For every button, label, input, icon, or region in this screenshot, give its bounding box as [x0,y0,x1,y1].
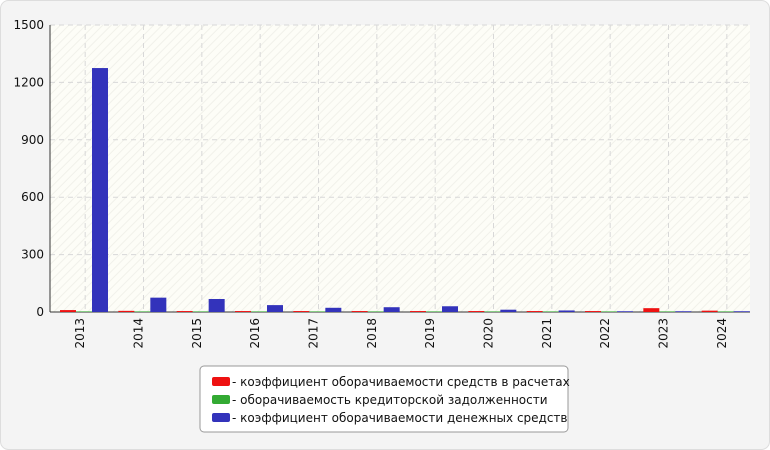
legend-swatch [212,413,230,422]
bar [701,310,718,312]
bar [585,311,601,312]
x-tick-label: 2019 [423,318,437,349]
legend-label: - коэффициент оборачиваемости средств в … [232,375,570,389]
y-tick-label: 600 [21,190,44,204]
plot-area [50,25,750,312]
bar [601,311,617,312]
bar [643,308,660,312]
bar [60,310,76,312]
x-tick-label: 2013 [73,318,87,349]
x-tick-label: 2015 [190,318,204,349]
bar [717,311,734,312]
bar [118,310,135,312]
bar [542,311,559,312]
bar [309,311,326,312]
x-tick-label: 2020 [482,318,496,349]
legend-swatch [212,395,230,404]
y-tick-label: 0 [36,305,44,319]
bar [134,311,151,312]
bar [484,311,501,312]
bar [267,305,283,312]
x-tick-label: 2018 [365,318,379,349]
y-tick-label: 1200 [13,75,44,89]
bar [251,311,267,312]
x-tick-label: 2023 [657,318,671,349]
bar [526,311,543,312]
bar [192,311,209,312]
bar [617,311,633,312]
bar [675,311,692,312]
bar [293,311,310,312]
bar [426,311,442,312]
bar [410,311,426,312]
y-tick-label: 300 [21,248,44,262]
bar [558,310,575,312]
bar [383,307,400,312]
bar [92,68,108,312]
bar [367,311,384,312]
bar [442,306,458,312]
bar [500,309,517,312]
x-tick-label: 2017 [307,318,321,349]
bar [351,311,368,312]
bar [659,311,676,312]
x-tick-label: 2021 [540,318,554,349]
legend-swatch [212,377,230,386]
legend-box [199,365,569,433]
x-tick-label: 2016 [248,318,262,349]
y-tick-label: 1500 [13,18,44,32]
bar [150,297,167,312]
bar [208,298,225,312]
bar [176,311,193,312]
bar [76,311,92,312]
legend-label: - коэффициент оборачиваемости денежных с… [232,411,568,425]
bar [325,307,342,312]
x-tick-label: 2014 [132,318,146,349]
bar [235,311,251,312]
y-tick-label: 900 [21,133,44,147]
bar [733,311,750,312]
legend-label: - оборачиваемость кредиторской задолженн… [232,393,548,407]
x-tick-label: 2022 [598,318,612,349]
bar [468,311,485,312]
x-tick-label: 2024 [715,318,729,349]
